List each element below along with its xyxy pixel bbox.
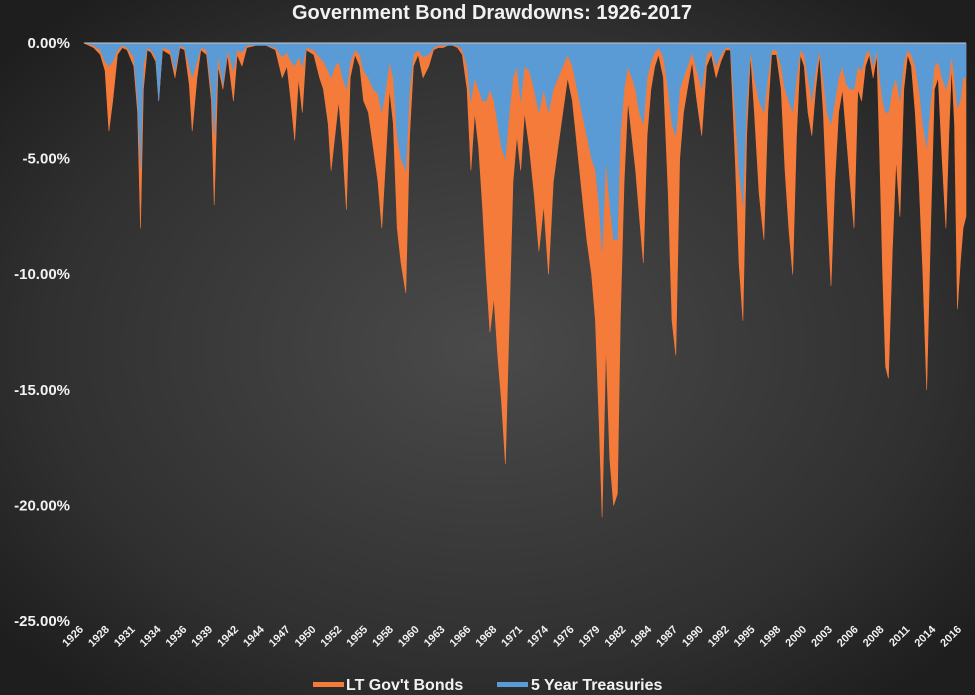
legend-swatch <box>313 682 344 687</box>
legend: LT Gov't Bonds 5 Year Treasuries <box>313 677 662 694</box>
series-area-5yr-treasuries <box>83 42 967 252</box>
y-tick-label: -10.00% <box>14 266 70 283</box>
series-area-lt-govt-bonds <box>83 42 967 518</box>
y-tick-label: -15.00% <box>14 382 70 399</box>
y-tick-label: -5.00% <box>22 151 70 168</box>
legend-swatch <box>497 682 528 687</box>
legend-label: 5 Year Treasuries <box>531 677 662 694</box>
plot-area <box>83 42 967 518</box>
legend-label: LT Gov't Bonds <box>346 677 463 694</box>
y-tick-label: -25.00% <box>14 613 70 630</box>
chart-title: Government Bond Drawdowns: 1926-2017 <box>292 2 692 24</box>
y-axis: 0.00% -5.00% -10.00% -15.00% -20.00% -25.00% <box>14 35 70 630</box>
y-tick-label: -20.00% <box>14 497 70 514</box>
y-tick-label: 0.00% <box>27 35 70 52</box>
